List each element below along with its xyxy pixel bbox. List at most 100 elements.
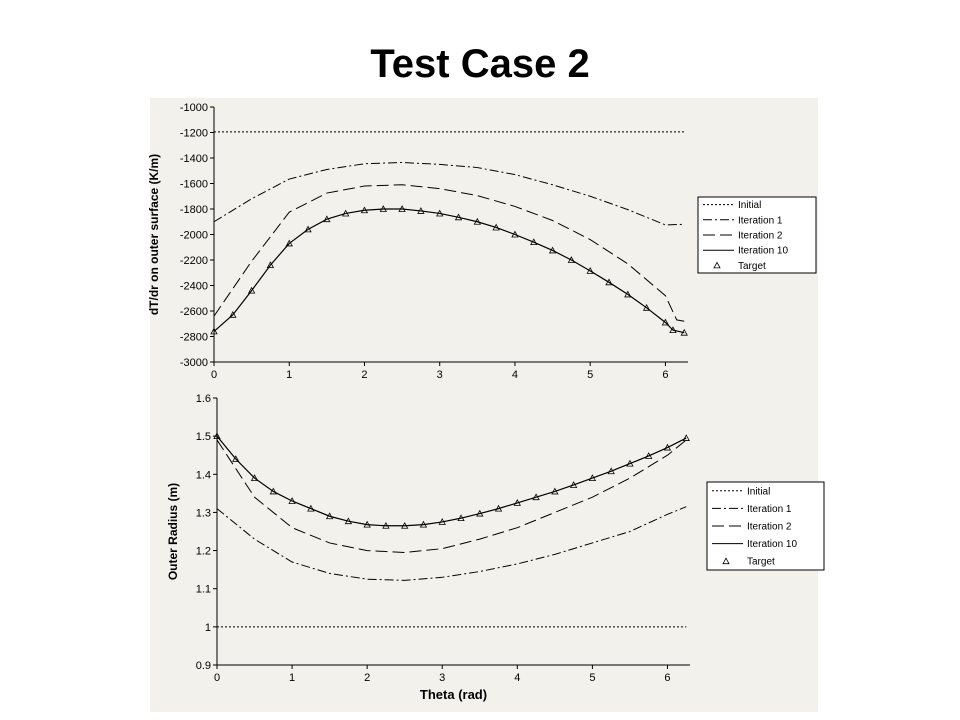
- target-point: [548, 246, 557, 254]
- target-point: [661, 318, 670, 326]
- chart-1: -1000 -1200 -1400 -1600 -1800 -2000 -2200 -2400…: [147, 102, 817, 381]
- target-point: [382, 521, 390, 529]
- y-tick-label: 1.6: [196, 393, 211, 405]
- target-point: [288, 497, 296, 504]
- target-point: [363, 520, 371, 528]
- target-point: [341, 209, 350, 217]
- target-point: [642, 303, 651, 311]
- x-tick-label: 1: [289, 672, 295, 684]
- target-point: [492, 223, 500, 231]
- legend-label: Target: [738, 261, 766, 272]
- target-point: [401, 521, 409, 529]
- y-tick-label: 1.4: [196, 469, 211, 481]
- legend-label: Iteration 2: [738, 231, 783, 242]
- target-point: [344, 517, 353, 525]
- target-point: [210, 327, 218, 335]
- target-point: [457, 514, 465, 522]
- x-tick-label: 3: [437, 369, 443, 381]
- y-tick-label: -3000: [180, 357, 208, 369]
- legend-label: Iteration 1: [747, 504, 792, 515]
- target-point: [250, 474, 259, 481]
- x-tick-label: 1: [286, 369, 292, 381]
- target-point: [232, 455, 240, 462]
- target-point: [323, 215, 331, 223]
- target-point: [567, 256, 576, 263]
- series-iteration-2: [213, 184, 685, 322]
- y-tick-label: 1: [205, 622, 211, 634]
- y-tick-label: -2000: [180, 230, 208, 242]
- chart-2: 1.6 1.5 1.4 1.3 1.2 1.1 1 0.90 1 2 3 4 5 6 Outer Radiu…: [166, 393, 825, 702]
- target-point: [511, 230, 519, 238]
- y-axis-label: Outer Radius (m): [166, 483, 180, 580]
- series-target: [210, 205, 688, 336]
- series-iteration-10: [216, 435, 687, 527]
- series-target: [213, 432, 690, 529]
- target-point: [588, 474, 597, 481]
- x-tick-label: 6: [662, 369, 668, 381]
- y-tick-label: -1400: [180, 153, 208, 165]
- x-tick-label: 2: [361, 369, 367, 381]
- x-tick-label: 0: [211, 369, 217, 381]
- x-tick-label: 6: [664, 672, 670, 684]
- target-point: [304, 225, 312, 233]
- target-point: [605, 278, 613, 286]
- y-tick-label: 1.3: [196, 507, 211, 519]
- series-iteration-10: [213, 208, 685, 334]
- target-point: [417, 207, 425, 214]
- x-tick-label: 2: [364, 672, 370, 684]
- series-iteration-1: [216, 506, 687, 581]
- target-point: [473, 217, 482, 225]
- series-iteration-2: [216, 439, 687, 553]
- target-point: [360, 206, 369, 214]
- target-point: [532, 493, 540, 501]
- target-point: [669, 326, 677, 334]
- legend-label: Iteration 10: [738, 246, 788, 257]
- target-point: [307, 504, 315, 512]
- target-point: [494, 504, 503, 512]
- y-tick-label: -1600: [180, 179, 208, 191]
- series-line: [213, 184, 685, 322]
- y-tick-label: 1.2: [196, 546, 211, 558]
- series-line: [216, 435, 687, 527]
- legend-box: [697, 196, 817, 274]
- series-line: [216, 439, 687, 553]
- x-tick-label: 3: [439, 672, 445, 684]
- legend-label: Target: [747, 557, 775, 568]
- y-tick-label: 1.5: [196, 431, 211, 443]
- target-point: [607, 467, 615, 475]
- target-point: [663, 443, 672, 451]
- target-point: [680, 328, 688, 336]
- target-point: [551, 487, 559, 495]
- legend-swatch: [722, 557, 730, 565]
- legend-label: Iteration 1: [738, 215, 783, 226]
- series-line: [213, 208, 685, 334]
- y-tick-label: 1.1: [196, 584, 211, 596]
- y-tick-label: 0.9: [196, 660, 211, 672]
- target-point: [398, 205, 406, 212]
- legend: Initial Iteration 1 Iteration 2 Iteration 1…: [697, 196, 817, 274]
- x-tick-label: 5: [587, 369, 593, 381]
- y-tick-label: -2200: [180, 255, 208, 267]
- target-point: [285, 239, 293, 247]
- x-tick-label: 5: [589, 672, 595, 684]
- legend-label: Iteration 2: [747, 522, 792, 533]
- y-tick-label: -1800: [180, 204, 208, 216]
- target-point: [266, 261, 275, 268]
- target-point: [624, 290, 632, 298]
- target-point: [476, 509, 484, 517]
- target-point: [269, 487, 277, 495]
- series-line: [216, 506, 687, 581]
- target-point: [229, 310, 237, 318]
- x-axis-label: Theta (rad): [420, 687, 487, 702]
- legend-label: Initial: [738, 200, 761, 211]
- y-tick-label: -2600: [180, 306, 208, 318]
- legend-label: Initial: [747, 486, 770, 497]
- y-tick-label: -2800: [180, 332, 208, 344]
- x-tick-label: 4: [514, 672, 520, 684]
- legend: Initial Iteration 1 Iteration 2 Iteration 1…: [706, 481, 825, 571]
- y-axis-label: dT/dr on outer surface (K/m): [147, 154, 161, 315]
- target-point: [213, 432, 221, 440]
- target-point: [626, 459, 634, 467]
- target-point: [682, 434, 690, 441]
